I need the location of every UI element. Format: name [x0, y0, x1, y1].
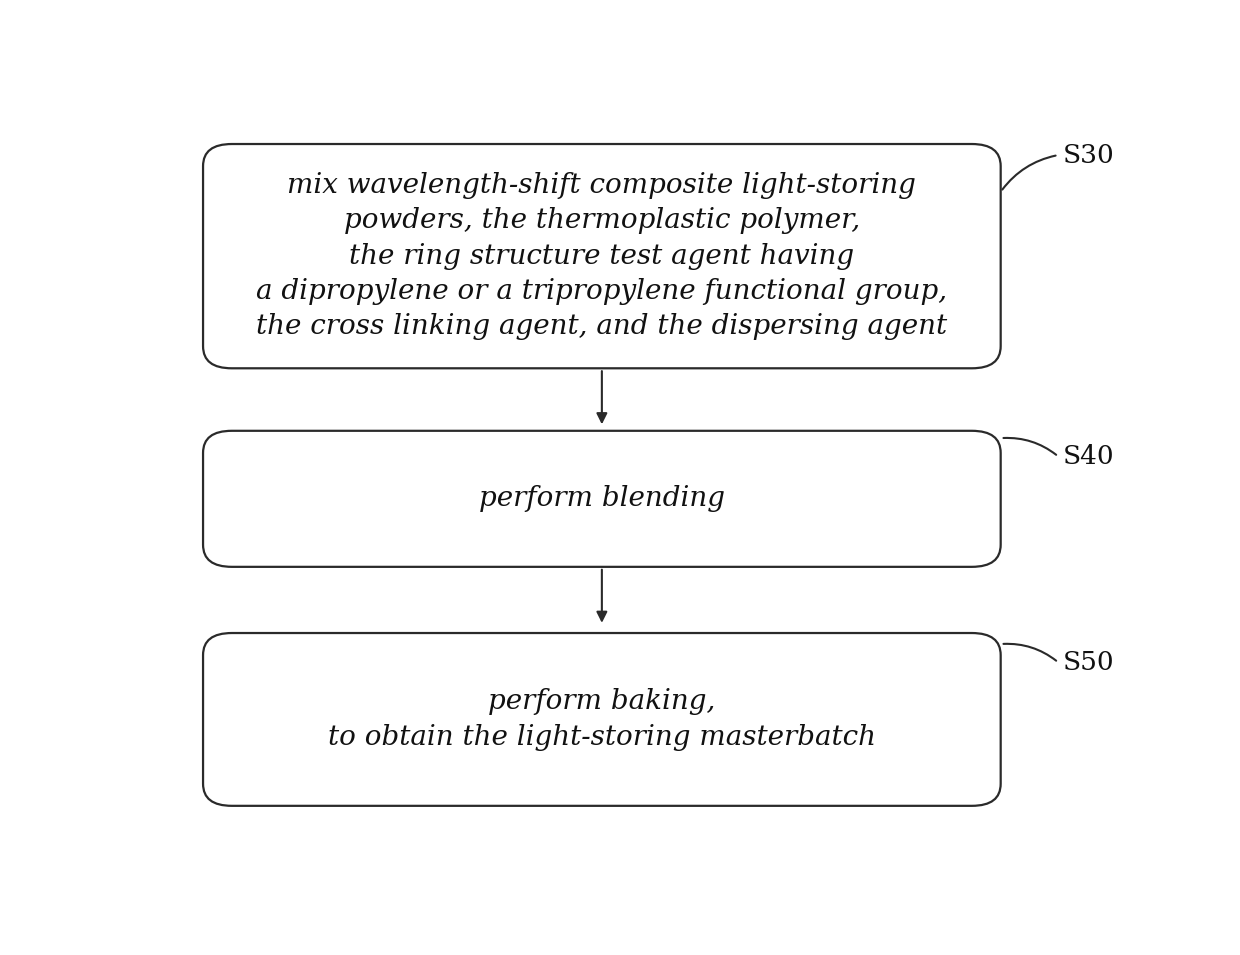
Text: a dipropylene or a tripropylene functional group,: a dipropylene or a tripropylene function…	[257, 278, 947, 305]
Text: to obtain the light-storing masterbatch: to obtain the light-storing masterbatch	[327, 724, 875, 752]
FancyBboxPatch shape	[203, 633, 1001, 806]
Text: S30: S30	[1063, 142, 1115, 167]
Text: perform blending: perform blending	[479, 485, 725, 512]
Text: perform baking,: perform baking,	[489, 688, 715, 714]
Text: S40: S40	[1063, 444, 1115, 469]
FancyBboxPatch shape	[203, 144, 1001, 369]
Text: S50: S50	[1063, 650, 1115, 675]
Text: the ring structure test agent having: the ring structure test agent having	[350, 243, 854, 269]
Text: mix wavelength-shift composite light-storing: mix wavelength-shift composite light-sto…	[288, 172, 916, 199]
Text: the cross linking agent, and the dispersing agent: the cross linking agent, and the dispers…	[257, 313, 947, 340]
FancyBboxPatch shape	[203, 431, 1001, 567]
Text: powders, the thermoplastic polymer,: powders, the thermoplastic polymer,	[343, 207, 861, 234]
